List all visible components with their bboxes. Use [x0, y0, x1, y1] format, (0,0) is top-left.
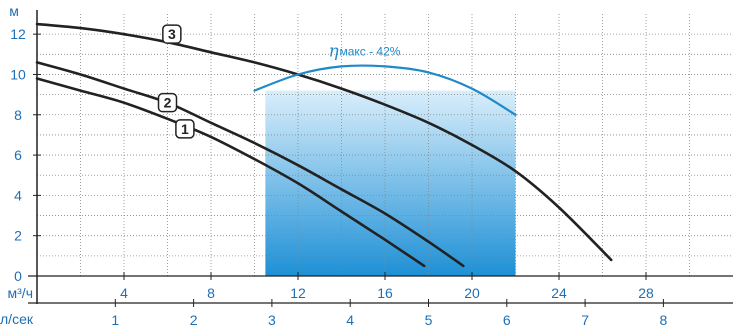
curve-marker-box [175, 119, 195, 139]
x-tick-label: 28 [638, 285, 654, 301]
y-tick-label: 4 [14, 187, 22, 203]
y-tick-label: 0 [14, 268, 22, 284]
x-tick-label: 24 [551, 285, 567, 301]
secondary-x-tick-label: 5 [425, 312, 433, 328]
secondary-x-tick-label: 3 [268, 312, 276, 328]
pump-curve-1 [35, 77, 426, 268]
secondary-x-tick-label: 1 [111, 312, 119, 328]
y-tick-label: 2 [14, 228, 22, 244]
x-axis-unit: м³/ч [8, 285, 33, 301]
pump-curve-2 [35, 61, 465, 268]
curve-marker-label: 1 [181, 121, 189, 137]
x-tick-label: 4 [120, 285, 128, 301]
y-tick-label: 10 [10, 66, 26, 82]
curve-marker-box [162, 24, 182, 44]
operating-region [265, 90, 516, 276]
y-axis-unit: м [9, 3, 19, 19]
secondary-x-tick-label: 4 [346, 312, 354, 328]
y-tick-label: 8 [14, 107, 22, 123]
operating-region-fill [265, 90, 516, 276]
labels: 12 3 [157, 24, 195, 139]
efficiency-label: макс - 42% [339, 44, 400, 58]
curve-marker-label: 3 [168, 26, 176, 42]
efficiency-curve-line [253, 64, 517, 116]
secondary-x-axis-unit: л/сек [0, 311, 34, 327]
secondary-x-tick-label: 8 [660, 312, 668, 328]
curve-marker-label: 2 [164, 95, 172, 111]
secondary-x-tick-label: 6 [503, 312, 511, 328]
pump-curves [35, 22, 613, 268]
y-tick-label: 12 [10, 26, 26, 42]
x-tick-label: 16 [377, 285, 393, 301]
secondary-x-tick-label: 7 [581, 312, 589, 328]
x-tick-label: 20 [464, 285, 480, 301]
curve-marker-box [157, 92, 178, 113]
y-tick-label: 6 [14, 147, 22, 163]
efficiency-symbol: η [328, 41, 339, 61]
grid [37, 14, 733, 276]
pump-curve-3 [35, 22, 613, 262]
efficiency-curve: η макс - 42% [253, 41, 517, 116]
x-tick-label: 8 [207, 285, 215, 301]
x-tick-label: 12 [290, 285, 306, 301]
secondary-x-tick-label: 2 [190, 312, 198, 328]
